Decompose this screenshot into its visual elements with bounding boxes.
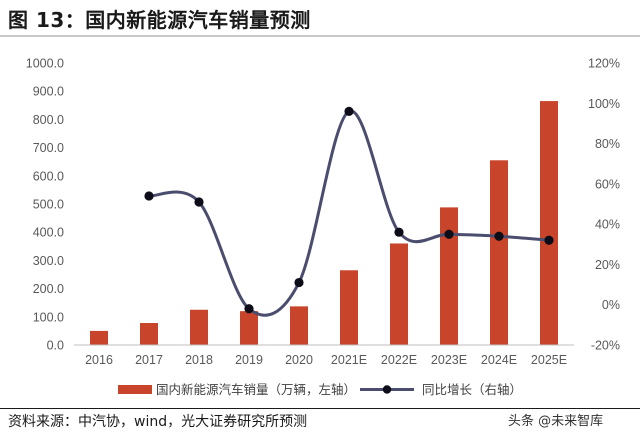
left-tick-label: 1000.0: [26, 57, 64, 71]
x-tick-label: 2019: [235, 353, 263, 367]
source-note: 资料来源：中汽协，wind，光大证券研究所预测: [8, 414, 308, 430]
footer-divider: [0, 408, 640, 409]
left-tick-label: 300.0: [33, 254, 64, 268]
bar: [390, 243, 408, 345]
right-tick-label: 40%: [595, 218, 620, 232]
x-tick-label: 2022E: [381, 353, 417, 367]
right-tick-label: 60%: [595, 177, 620, 191]
bar: [540, 101, 558, 345]
bar: [140, 323, 158, 345]
x-tick-label: 2017: [135, 353, 163, 367]
growth-line: [148, 109, 550, 317]
left-tick-label: 100.0: [33, 310, 64, 324]
growth-markers: [144, 106, 554, 314]
growth-marker: [544, 235, 554, 245]
growth-marker: [344, 106, 354, 116]
growth-marker: [144, 191, 154, 201]
left-axis-ticks: 0.0 100.0 200.0 300.0 400.0 500.0 600.0 700.0 80…: [26, 57, 64, 353]
chart-title: 图 13：国内新能源汽车销量预测: [8, 8, 311, 32]
bar: [290, 306, 308, 345]
bar-series: [90, 101, 558, 345]
left-tick-label: 200.0: [33, 282, 64, 296]
bar: [90, 330, 108, 345]
growth-marker: [394, 227, 404, 237]
watermark: 头条 @未来智库: [508, 414, 604, 429]
right-tick-label: 0%: [602, 298, 620, 312]
legend: 国内新能源汽车销量（万辆，左轴） 同比增长（右轴）: [118, 382, 522, 397]
growth-marker: [444, 229, 454, 239]
x-tick-label: 2018: [185, 353, 213, 367]
left-tick-label: 600.0: [33, 169, 64, 183]
legend-line-marker: [382, 385, 392, 394]
legend-bar-label: 国内新能源汽车销量（万辆，左轴）: [156, 382, 356, 397]
left-tick-label: 900.0: [33, 85, 64, 99]
legend-bar-swatch: [118, 385, 152, 394]
left-tick-label: 800.0: [33, 113, 64, 127]
title-divider: [0, 35, 640, 37]
bar: [240, 311, 258, 345]
right-tick-label: 80%: [595, 137, 620, 151]
left-tick-label: 0.0: [47, 339, 64, 353]
growth-marker: [294, 277, 304, 288]
bar: [340, 270, 358, 345]
x-tick-label: 2021E: [331, 353, 367, 367]
x-tick-label: 2020: [285, 353, 313, 367]
right-tick-label: 120%: [588, 57, 620, 71]
left-tick-label: 700.0: [33, 141, 64, 155]
right-axis-ticks: -20% 0% 20% 40% 60% 80% 100% 120%: [588, 57, 620, 353]
bar: [490, 160, 508, 345]
bar: [190, 309, 208, 345]
growth-marker: [494, 231, 504, 241]
x-tick-label: 2025E: [531, 353, 567, 367]
x-tick-label: 2023E: [431, 353, 467, 367]
x-axis-ticks: 2016 2017 2018 2019 2020 2021E 2022E 2023E 2024E…: [85, 353, 567, 367]
right-tick-label: 100%: [588, 97, 620, 111]
x-tick-label: 2016: [85, 353, 113, 367]
x-tick-label: 2024E: [481, 353, 517, 367]
growth-marker: [244, 304, 254, 314]
right-tick-label: -20%: [591, 339, 620, 353]
bar: [440, 207, 458, 345]
left-tick-label: 400.0: [33, 226, 64, 240]
left-tick-label: 500.0: [33, 198, 64, 212]
growth-marker: [194, 197, 204, 207]
right-tick-label: 20%: [595, 258, 620, 272]
legend-line-label: 同比增长（右轴）: [422, 382, 522, 397]
